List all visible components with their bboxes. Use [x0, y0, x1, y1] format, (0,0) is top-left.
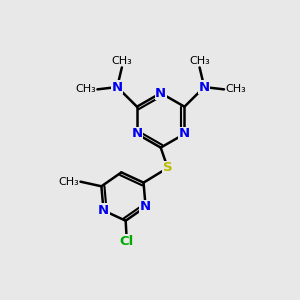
Text: N: N	[199, 81, 210, 94]
Text: S: S	[163, 161, 172, 174]
Text: CH₃: CH₃	[225, 84, 246, 94]
Text: N: N	[179, 128, 190, 140]
Text: N: N	[155, 87, 166, 100]
Text: CH₃: CH₃	[76, 84, 96, 94]
Text: CH₃: CH₃	[58, 177, 79, 187]
Text: CH₃: CH₃	[112, 56, 132, 66]
Text: N: N	[131, 128, 142, 140]
Text: N: N	[112, 81, 123, 94]
Text: CH₃: CH₃	[189, 56, 210, 66]
Text: N: N	[140, 200, 151, 213]
Text: N: N	[98, 204, 109, 217]
Text: Cl: Cl	[120, 235, 134, 248]
